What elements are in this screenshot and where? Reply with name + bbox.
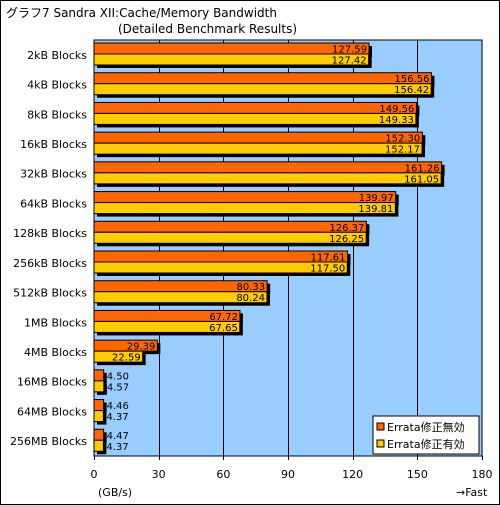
data-label-7-0: 117.61 xyxy=(311,253,346,264)
data-label-10-1: 22.59 xyxy=(112,353,141,364)
legend-label-1: Errata修正有効 xyxy=(387,437,465,451)
category-label-2: 8kB Blocks xyxy=(27,108,87,121)
legend-swatch-1 xyxy=(376,439,385,448)
bar-10-1 xyxy=(93,350,144,363)
tick-label-6: 180 xyxy=(472,468,493,481)
category-label-9: 1MB Blocks xyxy=(24,316,87,329)
legend-swatch-0 xyxy=(376,422,385,431)
data-label-5-1: 139.81 xyxy=(358,204,393,215)
tick-label-1: 30 xyxy=(152,468,166,481)
bar-4-0 xyxy=(93,161,443,174)
tick-label-4: 120 xyxy=(342,468,363,481)
bar-0-0 xyxy=(93,42,370,55)
value-axis-tick-labels: 0 30 60 90 120 150 180 xyxy=(91,468,493,481)
data-label-9-1: 67.65 xyxy=(209,323,238,334)
data-label-10-0: 29.39 xyxy=(127,342,156,353)
category-label-6: 128kB Blocks xyxy=(13,227,87,240)
data-label-11-1: 4.57 xyxy=(107,382,129,393)
data-label-2-0: 149.56 xyxy=(379,104,414,115)
data-label-3-0: 152.30 xyxy=(385,134,420,145)
category-label-7: 256kB Blocks xyxy=(13,257,87,270)
category-label-8: 512kB Blocks xyxy=(13,287,87,300)
category-label-1: 4kB Blocks xyxy=(27,79,87,92)
data-label-7-1: 117.50 xyxy=(310,264,345,275)
tick-label-2: 60 xyxy=(216,468,230,481)
bar-12-0 xyxy=(93,399,105,412)
data-label-13-0: 4.47 xyxy=(107,431,129,442)
data-label-6-1: 126.25 xyxy=(329,234,364,245)
bar-7-0 xyxy=(93,250,349,263)
category-label-3: 16kB Blocks xyxy=(20,138,87,151)
tick-label-0: 0 xyxy=(91,468,98,481)
category-label-13: 256MB Blocks xyxy=(10,435,87,448)
data-label-2-1: 149.33 xyxy=(379,115,414,126)
bar-6-1 xyxy=(93,231,367,244)
bar-7-1 xyxy=(93,261,348,274)
bar-4-1 xyxy=(93,172,442,185)
category-label-11: 16MB Blocks xyxy=(17,376,87,389)
bar-1-0 xyxy=(93,72,432,85)
category-label-12: 64MB Blocks xyxy=(17,405,87,418)
bar-2-0 xyxy=(93,101,417,114)
data-label-0-1: 127.42 xyxy=(332,56,367,67)
bar-11-1 xyxy=(93,380,105,393)
category-axis-labels: 2kB Blocks 4kB Blocks 8kB Blocks 16kB Block… xyxy=(10,49,87,448)
legend-label-0: Errata修正無効 xyxy=(387,420,465,434)
data-label-13-1: 4.37 xyxy=(106,442,128,453)
x-axis-label: (GB/s) xyxy=(98,486,132,499)
bar-0-1 xyxy=(93,53,370,66)
data-label-0-0: 127.59 xyxy=(332,45,367,56)
data-label-6-0: 126.37 xyxy=(329,223,364,234)
bar-5-1 xyxy=(93,202,396,215)
bar-3-0 xyxy=(93,131,423,144)
data-label-4-1: 161.05 xyxy=(404,174,439,185)
bar-3-1 xyxy=(93,142,423,155)
legend-box xyxy=(372,415,480,455)
bar-11-0 xyxy=(93,369,105,382)
category-label-4: 32kB Blocks xyxy=(20,168,87,181)
data-label-1-1: 156.42 xyxy=(394,85,429,96)
data-label-5-0: 139.97 xyxy=(359,193,394,204)
data-label-9-0: 67.72 xyxy=(209,312,238,323)
data-label-12-1: 4.37 xyxy=(106,412,128,423)
category-label-0: 2kB Blocks xyxy=(27,49,87,62)
bar-13-0 xyxy=(93,428,105,441)
legend: Errata修正無効 Errata修正有効 xyxy=(372,415,480,455)
data-label-4-0: 161.26 xyxy=(405,163,440,174)
bar-9-1 xyxy=(93,320,241,333)
bar-13-1 xyxy=(93,439,104,452)
data-label-12-0: 4.46 xyxy=(107,401,129,412)
category-label-5: 64kB Blocks xyxy=(20,197,87,210)
data-label-8-1: 80.24 xyxy=(236,293,265,304)
data-label-1-0: 156.56 xyxy=(394,74,429,85)
category-label-10: 4MB Blocks xyxy=(24,346,87,359)
tick-label-5: 150 xyxy=(407,468,428,481)
chart-title-line1: グラフ7 Sandra XII:Cache/Memory Bandwidth xyxy=(6,6,277,20)
bar-6-0 xyxy=(93,220,367,233)
bar-12-1 xyxy=(93,410,104,423)
bar-1-1 xyxy=(93,83,432,96)
tick-label-3: 90 xyxy=(281,468,295,481)
data-label-11-0: 4.50 xyxy=(107,371,129,382)
bar-8-1 xyxy=(93,291,268,304)
bar-5-0 xyxy=(93,191,397,204)
data-label-3-1: 152.17 xyxy=(385,145,420,156)
bar-2-1 xyxy=(93,112,417,125)
data-label-8-0: 80.33 xyxy=(237,282,266,293)
direction-label: →Fast xyxy=(456,486,488,499)
chart-title-line2: (Detailed Benchmark Results) xyxy=(118,22,297,36)
